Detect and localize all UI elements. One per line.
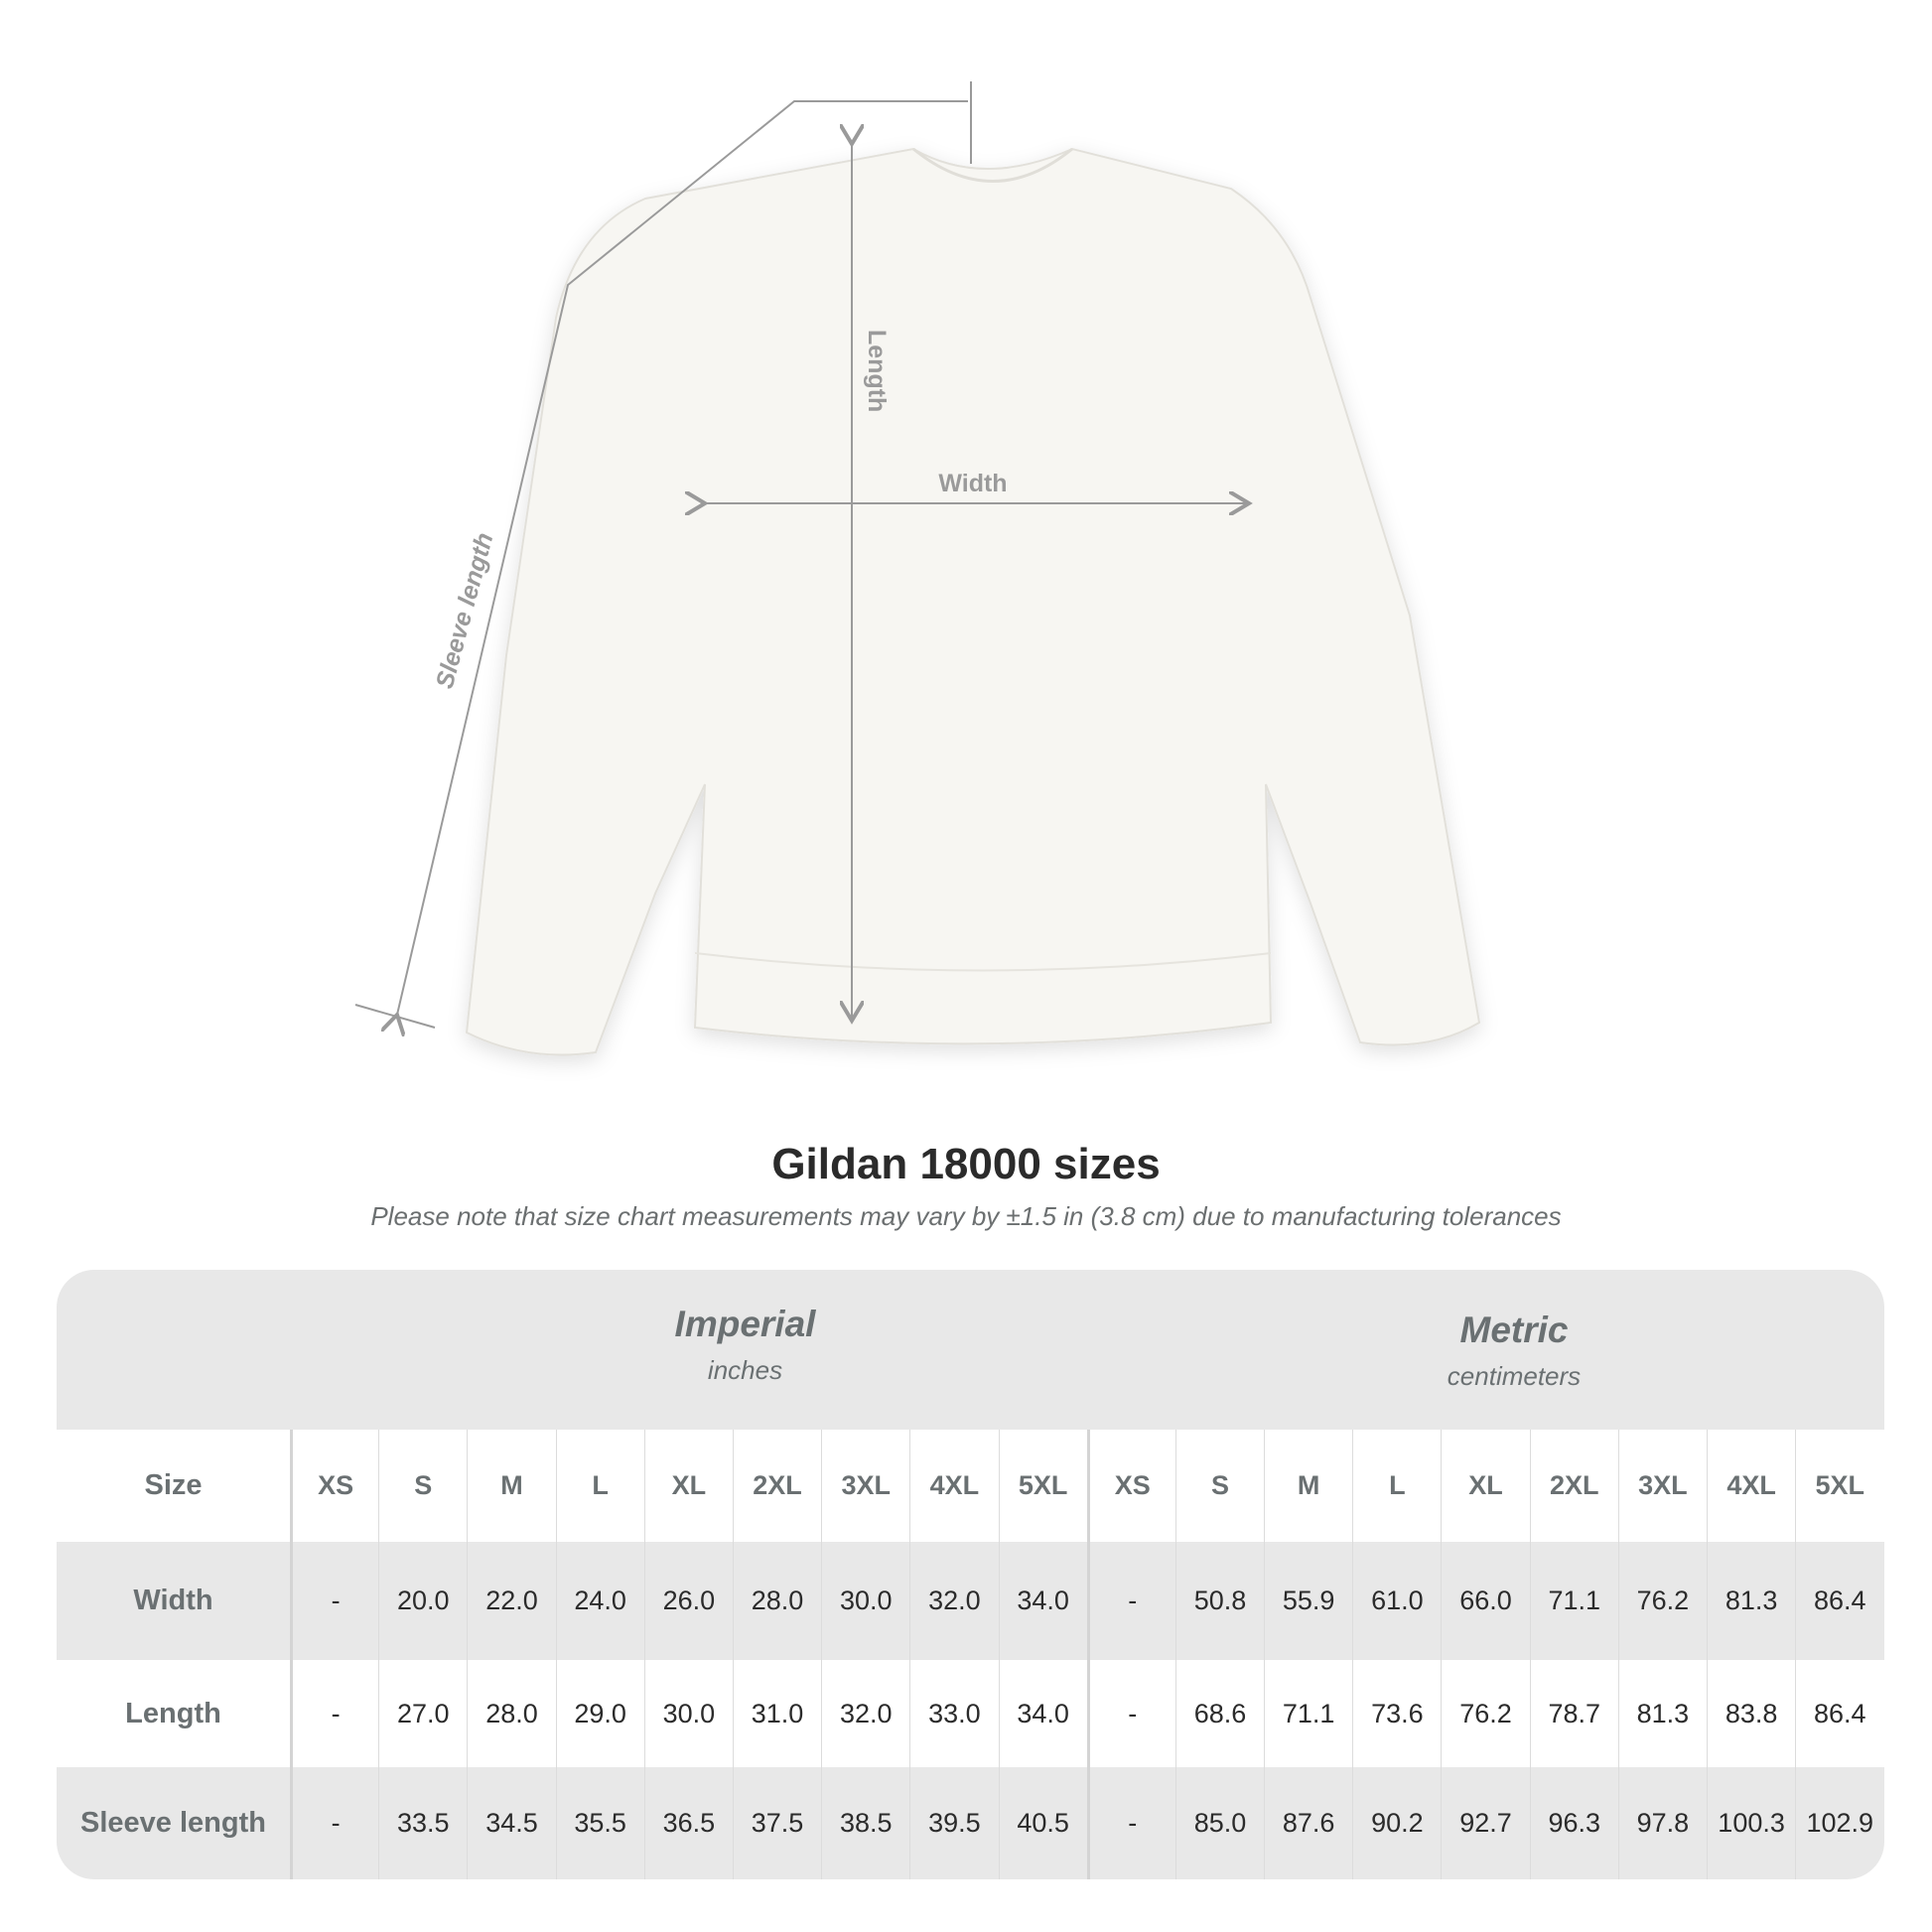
- page-title: Gildan 18000 sizes: [771, 1140, 1161, 1188]
- sweatshirt-diagram: Length Width Sleeve length: [354, 81, 1481, 1056]
- imperial-title: Imperial: [674, 1304, 816, 1344]
- size-header-row: Size XS S M L XL 2XL 3XL 4XL 5XL XS S M L XL 2XL 3XL 4XL 5…: [57, 1430, 1884, 1542]
- imperial-size-header: XS: [290, 1430, 378, 1542]
- imperial-value-cell: -: [290, 1660, 378, 1767]
- metric-value-cell: 86.4: [1795, 1660, 1883, 1767]
- tolerance-note: Please note that size chart measurements…: [370, 1201, 1562, 1231]
- imperial-value-cell: 27.0: [378, 1660, 467, 1767]
- length-label: Length: [863, 330, 891, 412]
- size-label: Size: [144, 1469, 203, 1501]
- imperial-value-cell: 26.0: [643, 1542, 733, 1660]
- imperial-value-cell: 36.5: [643, 1767, 733, 1879]
- metric-value-cell: 100.3: [1707, 1767, 1795, 1879]
- imperial-size-header: 3XL: [821, 1430, 909, 1542]
- imperial-size-header: 5XL: [998, 1430, 1087, 1542]
- metric-value-cell: 68.6: [1174, 1660, 1264, 1767]
- metric-size-header: S: [1174, 1430, 1264, 1542]
- imperial-size-header: XL: [643, 1430, 733, 1542]
- metric-value-cell: 86.4: [1795, 1542, 1883, 1660]
- metric-value-cell: 50.8: [1174, 1542, 1264, 1660]
- sleeve-length-label: Sleeve length: [431, 530, 499, 692]
- imperial-value-cell: 28.0: [467, 1660, 555, 1767]
- metric-value-cell: 76.2: [1617, 1542, 1707, 1660]
- imperial-value-cell: 33.5: [378, 1767, 467, 1879]
- metric-value-cell: 71.1: [1529, 1542, 1618, 1660]
- imperial-value-cell: 30.0: [643, 1660, 733, 1767]
- metric-value-cell: -: [1086, 1542, 1175, 1660]
- metric-value-cell: 87.6: [1264, 1767, 1352, 1879]
- metric-value-cell: 55.9: [1264, 1542, 1352, 1660]
- metric-value-cell: 102.9: [1795, 1767, 1883, 1879]
- imperial-value-cell: 32.0: [821, 1660, 909, 1767]
- imperial-value-cell: 35.5: [555, 1767, 644, 1879]
- imperial-value-cell: 34.0: [998, 1660, 1087, 1767]
- row-label: Length: [125, 1697, 221, 1729]
- metric-value-cell: 81.3: [1707, 1542, 1795, 1660]
- metric-value-cell: 85.0: [1174, 1767, 1264, 1879]
- metric-value-cell: 71.1: [1264, 1660, 1352, 1767]
- imperial-size-header: 4XL: [909, 1430, 998, 1542]
- metric-size-header: 2XL: [1529, 1430, 1618, 1542]
- table-row: Width -20.0 22.0 24.0 26.0 28.0 30.0 32.0 34.0-5…: [57, 1542, 1884, 1660]
- metric-unit: centimeters: [1447, 1361, 1582, 1391]
- metric-value-cell: 97.8: [1617, 1767, 1707, 1879]
- imperial-value-cell: 39.5: [909, 1767, 998, 1879]
- metric-value-cell: 83.8: [1707, 1660, 1795, 1767]
- imperial-value-cell: 20.0: [378, 1542, 467, 1660]
- imperial-value-cell: 40.5: [998, 1767, 1087, 1879]
- metric-value-cell: 76.2: [1441, 1660, 1529, 1767]
- table-row: Sleeve length -33.5 34.5 35.5 36.5 37.5 38.5 39…: [57, 1767, 1884, 1879]
- table-row: Length -27.0 28.0 29.0 30.0 31.0 32.0 33.0 34.0-…: [57, 1660, 1884, 1767]
- imperial-size-header: 2XL: [732, 1430, 821, 1542]
- row-label: Width: [133, 1585, 213, 1616]
- width-label: Width: [938, 470, 1007, 497]
- metric-size-header: XS: [1086, 1430, 1175, 1542]
- metric-value-cell: 96.3: [1529, 1767, 1618, 1879]
- metric-size-header: 4XL: [1707, 1430, 1795, 1542]
- metric-value-cell: -: [1086, 1660, 1175, 1767]
- imperial-value-cell: -: [290, 1767, 378, 1879]
- metric-value-cell: 81.3: [1617, 1660, 1707, 1767]
- imperial-value-cell: 24.0: [555, 1542, 644, 1660]
- imperial-size-header: M: [467, 1430, 555, 1542]
- measurement-lines: [354, 81, 1249, 1028]
- metric-value-cell: 73.6: [1352, 1660, 1441, 1767]
- metric-size-header: M: [1264, 1430, 1352, 1542]
- imperial-value-cell: 33.0: [909, 1660, 998, 1767]
- row-label: Sleeve length: [80, 1807, 266, 1839]
- imperial-size-header: L: [555, 1430, 644, 1542]
- metric-value-cell: 78.7: [1529, 1660, 1618, 1767]
- metric-size-header: L: [1352, 1430, 1441, 1542]
- imperial-unit: inches: [707, 1355, 783, 1385]
- metric-title: Metric: [1459, 1310, 1569, 1350]
- imperial-size-header: S: [378, 1430, 467, 1542]
- imperial-value-cell: 31.0: [732, 1660, 821, 1767]
- imperial-value-cell: 34.0: [998, 1542, 1087, 1660]
- metric-value-cell: 66.0: [1441, 1542, 1529, 1660]
- imperial-value-cell: 30.0: [821, 1542, 909, 1660]
- metric-header: Metric centimeters: [1144, 1310, 1884, 1392]
- imperial-value-cell: 34.5: [467, 1767, 555, 1879]
- imperial-value-cell: 38.5: [821, 1767, 909, 1879]
- size-table: Imperial inches Metric centimeters Size X…: [57, 1270, 1884, 1879]
- imperial-value-cell: 22.0: [467, 1542, 555, 1660]
- metric-value-cell: -: [1086, 1767, 1175, 1879]
- metric-value-cell: 61.0: [1352, 1542, 1441, 1660]
- imperial-header: Imperial inches: [346, 1304, 1144, 1386]
- imperial-value-cell: 32.0: [909, 1542, 998, 1660]
- metric-size-header: XL: [1441, 1430, 1529, 1542]
- imperial-value-cell: 29.0: [555, 1660, 644, 1767]
- metric-size-header: 3XL: [1617, 1430, 1707, 1542]
- imperial-value-cell: 37.5: [732, 1767, 821, 1879]
- metric-size-header: 5XL: [1795, 1430, 1883, 1542]
- metric-value-cell: 92.7: [1441, 1767, 1529, 1879]
- imperial-value-cell: 28.0: [732, 1542, 821, 1660]
- sweatshirt-shape: [465, 147, 1481, 1056]
- metric-value-cell: 90.2: [1352, 1767, 1441, 1879]
- imperial-value-cell: -: [290, 1542, 378, 1660]
